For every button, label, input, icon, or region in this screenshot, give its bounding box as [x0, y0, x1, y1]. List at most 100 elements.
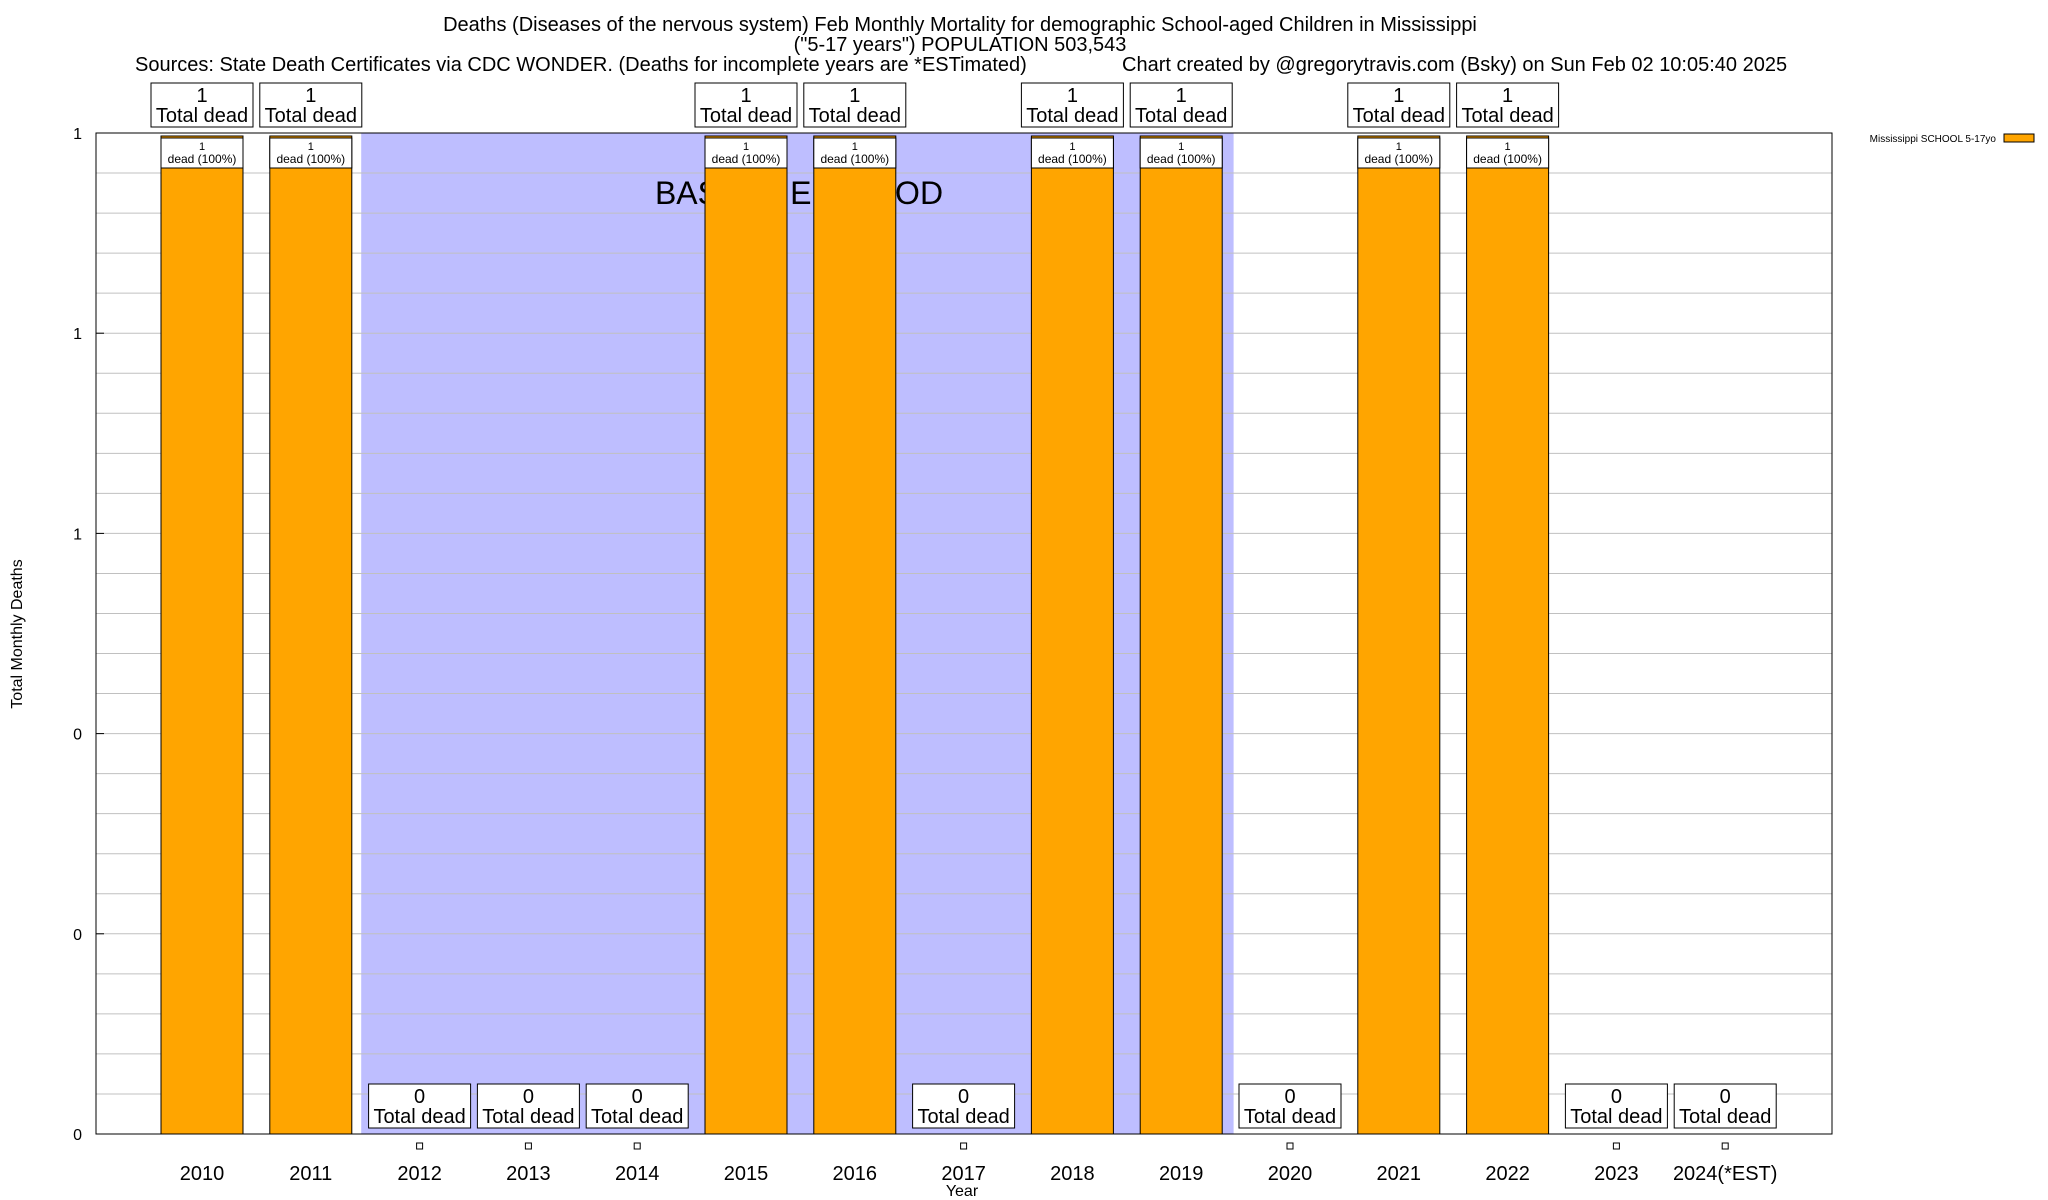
x-tick-label: 2024(*EST) — [1673, 1163, 1778, 1185]
bar-pct-label: dead (100%) — [820, 152, 889, 166]
bar-pct-label: dead (100%) — [168, 152, 237, 166]
total-dead-label: Total dead — [482, 1106, 574, 1128]
total-count-label: 0 — [1284, 1086, 1295, 1108]
bar-pct-box — [160, 137, 244, 169]
y-axis-label: Total Monthly Deaths — [9, 559, 26, 708]
total-label-box — [585, 1083, 689, 1129]
bar-pct-count: 1 — [199, 141, 205, 153]
x-tick-label: 2021 — [1377, 1163, 1422, 1185]
x-tick-label: 2022 — [1485, 1163, 1530, 1185]
total-dead-label: Total dead — [265, 105, 357, 127]
total-dead-label: Total dead — [1135, 105, 1227, 127]
bar-pct-box — [813, 137, 897, 169]
bar — [704, 135, 788, 1135]
bar-pct-label: dead (100%) — [1038, 152, 1107, 166]
total-label-box — [1238, 1083, 1342, 1129]
zero-bar-marker — [1286, 1142, 1294, 1150]
total-label-box — [912, 1083, 1016, 1129]
total-count-label: 1 — [305, 85, 316, 107]
total-label-box — [368, 1083, 472, 1129]
total-label-box — [1673, 1083, 1777, 1129]
bar-pct-label: dead (100%) — [1147, 152, 1216, 166]
x-tick-label: 2012 — [397, 1163, 442, 1185]
x-axis-label: Year — [946, 1183, 979, 1200]
bar — [1357, 135, 1441, 1135]
total-count-label: 0 — [958, 1086, 969, 1108]
total-dead-label: Total dead — [1353, 105, 1445, 127]
bar-pct-label: dead (100%) — [1364, 152, 1433, 166]
bar-pct-count: 1 — [308, 141, 314, 153]
total-count-label: 0 — [414, 1086, 425, 1108]
x-tick-label: 2017 — [941, 1163, 986, 1185]
total-count-label: 1 — [1393, 85, 1404, 107]
bar-pct-label: dead (100%) — [712, 152, 781, 166]
total-dead-label: Total dead — [917, 1106, 1009, 1128]
total-label-box — [1456, 82, 1560, 128]
bar — [160, 135, 244, 1135]
total-label-box — [1564, 1083, 1668, 1129]
x-tick-label: 2015 — [724, 1163, 769, 1185]
total-count-label: 1 — [196, 85, 207, 107]
total-dead-label: Total dead — [1679, 1106, 1771, 1128]
plot-frame — [95, 132, 1833, 1135]
bar-pct-box — [269, 137, 353, 169]
x-tick-label: 2018 — [1050, 1163, 1095, 1185]
y-tick-label: 1 — [73, 126, 82, 143]
chart-title: Deaths (Diseases of the nervous system) … — [443, 14, 1477, 36]
total-dead-label: Total dead — [1244, 1106, 1336, 1128]
total-label-box — [1347, 82, 1451, 128]
zero-bar-marker — [416, 1142, 424, 1150]
legend-label: Mississippi SCHOOL 5-17yo — [1870, 134, 1997, 145]
y-tick-label: 0 — [73, 927, 82, 944]
total-dead-label: Total dead — [156, 105, 248, 127]
x-tick-label: 2016 — [833, 1163, 878, 1185]
y-tick-label: 1 — [73, 326, 82, 343]
bar-pct-label: dead (100%) — [1473, 152, 1542, 166]
bar-pct-box — [1030, 137, 1114, 169]
total-dead-label: Total dead — [809, 105, 901, 127]
zero-bar-marker — [960, 1142, 968, 1150]
bar-pct-box — [704, 137, 788, 169]
bar — [1030, 135, 1114, 1135]
y-tick-label: 1 — [73, 526, 82, 543]
bar-pct-count: 1 — [1178, 141, 1184, 153]
chart-subtitle: ("5-17 years") POPULATION 503,543 — [793, 34, 1127, 56]
bar — [1466, 135, 1550, 1135]
bar-pct-count: 1 — [1505, 141, 1511, 153]
baseline-period-label: BASELINE PERIOD — [655, 175, 943, 211]
bar — [1139, 135, 1223, 1135]
bar-pct-count: 1 — [852, 141, 858, 153]
total-dead-label: Total dead — [1570, 1106, 1662, 1128]
x-tick-label: 2019 — [1159, 1163, 1204, 1185]
zero-bar-marker — [524, 1142, 532, 1150]
x-tick-label: 2023 — [1594, 1163, 1639, 1185]
zero-bar-marker — [1612, 1142, 1620, 1150]
total-dead-label: Total dead — [1026, 105, 1118, 127]
total-dead-label: Total dead — [700, 105, 792, 127]
bar — [813, 135, 897, 1135]
total-label-box — [694, 82, 798, 128]
legend-swatch — [2003, 133, 2035, 143]
total-label-box — [150, 82, 254, 128]
bar-pct-box — [1466, 137, 1550, 169]
y-tick-label: 0 — [73, 727, 82, 744]
sources-note: Sources: State Death Certificates via CD… — [135, 54, 1027, 76]
total-count-label: 1 — [740, 85, 751, 107]
total-count-label: 0 — [632, 1086, 643, 1108]
total-dead-label: Total dead — [591, 1106, 683, 1128]
bar — [269, 135, 353, 1135]
x-tick-label: 2010 — [180, 1163, 225, 1185]
total-label-box — [476, 1083, 580, 1129]
zero-bar-marker — [633, 1142, 641, 1150]
total-label-box — [803, 82, 907, 128]
bar-pct-box — [1357, 137, 1441, 169]
chart-credit: Chart created by @gregorytravis.com (Bsk… — [1122, 54, 1788, 76]
total-dead-label: Total dead — [373, 1106, 465, 1128]
total-dead-label: Total dead — [1461, 105, 1553, 127]
bar-pct-label: dead (100%) — [276, 152, 345, 166]
bar-pct-count: 1 — [1396, 141, 1402, 153]
total-label-box — [1129, 82, 1233, 128]
total-label-box — [1020, 82, 1124, 128]
total-count-label: 1 — [1502, 85, 1513, 107]
